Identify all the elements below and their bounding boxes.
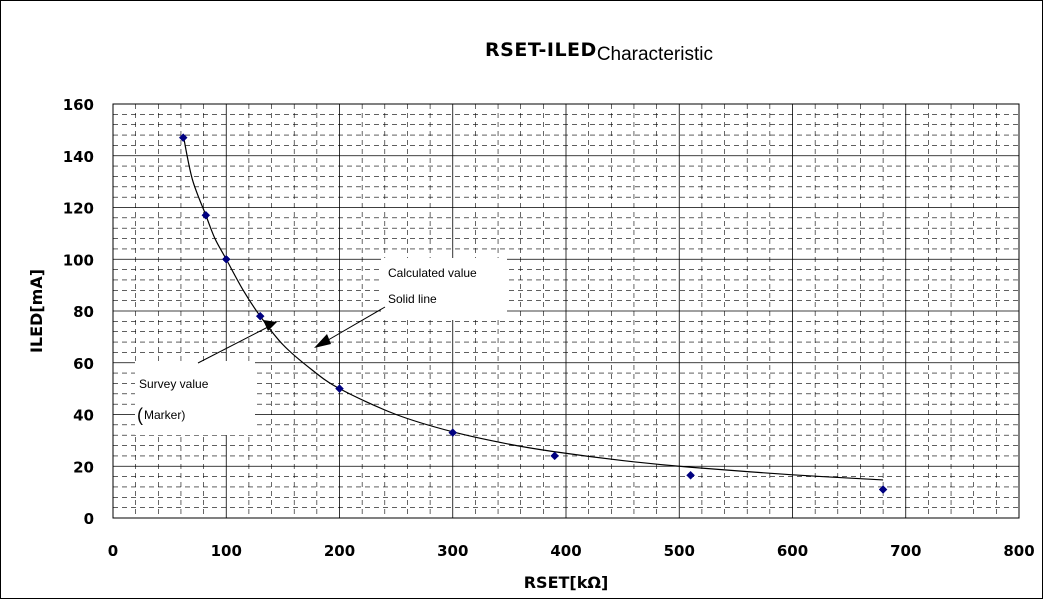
y-tick-label: 120 bbox=[63, 200, 94, 218]
survey-marker bbox=[686, 470, 695, 480]
y-tick-label: 20 bbox=[73, 458, 94, 476]
x-tick-label: 0 bbox=[108, 542, 118, 560]
annotation-survey-paren: ( bbox=[137, 405, 143, 425]
survey-marker bbox=[201, 210, 211, 220]
annotation-survey-line2: Marker) bbox=[144, 408, 185, 422]
y-tick-label: 140 bbox=[63, 148, 94, 166]
survey-marker bbox=[550, 451, 560, 461]
survey-series bbox=[178, 133, 888, 494]
survey-marker bbox=[335, 384, 344, 393]
y-tick-label: 100 bbox=[63, 251, 94, 269]
x-tick-label: 600 bbox=[777, 542, 808, 560]
annotation-calculated-line2: Solid line bbox=[388, 292, 437, 306]
x-tick-label: 100 bbox=[211, 542, 242, 560]
survey-marker bbox=[878, 485, 888, 494]
y-tick-label: 160 bbox=[63, 96, 94, 114]
annotation-survey-arrow-line bbox=[197, 326, 269, 364]
y-axis-ticks: 0 20 40 60 80 100 120 140 160 bbox=[63, 96, 94, 528]
survey-marker bbox=[178, 133, 188, 142]
major-grid bbox=[113, 104, 1019, 518]
y-axis-label: ILED[mA] bbox=[27, 269, 46, 353]
chart-title-suffix: Characteristic bbox=[597, 44, 713, 65]
y-tick-label: 0 bbox=[84, 510, 94, 528]
x-tick-label: 200 bbox=[324, 542, 355, 560]
annotation-arrows bbox=[197, 306, 386, 364]
x-axis-ticks: 0 100 200 300 400 500 600 700 800 bbox=[108, 542, 1035, 560]
x-axis-label: RSET[kΩ] bbox=[524, 573, 609, 592]
survey-marker bbox=[448, 428, 458, 437]
annotation-survey-arrowhead bbox=[263, 320, 277, 331]
survey-marker bbox=[221, 254, 231, 264]
x-tick-label: 300 bbox=[437, 542, 468, 560]
chart-title: RSET-ILEDCharacteristic bbox=[485, 39, 713, 65]
annotation-calculated: Calculated value Solid line bbox=[381, 258, 507, 320]
survey-marker bbox=[255, 311, 265, 321]
x-tick-label: 700 bbox=[890, 542, 921, 560]
annotation-survey: Survey value ( Marker) bbox=[135, 361, 255, 435]
annotation-calculated-box bbox=[381, 258, 507, 320]
x-tick-label: 800 bbox=[1003, 542, 1034, 560]
annotation-calculated-line1: Calculated value bbox=[388, 266, 477, 280]
annotation-survey-line1: Survey value bbox=[139, 377, 209, 391]
y-tick-label: 40 bbox=[73, 407, 94, 425]
y-tick-label: 60 bbox=[73, 355, 94, 373]
plot-area bbox=[112, 103, 1020, 519]
x-tick-label: 400 bbox=[550, 542, 581, 560]
chart-title-main: RSET-ILED bbox=[485, 39, 597, 61]
y-tick-label: 80 bbox=[73, 303, 94, 321]
annotation-survey-box bbox=[135, 361, 255, 435]
x-tick-label: 500 bbox=[664, 542, 695, 560]
annotation-calculated-arrow-line bbox=[322, 306, 386, 344]
annotation-calculated-arrowhead bbox=[314, 334, 331, 348]
